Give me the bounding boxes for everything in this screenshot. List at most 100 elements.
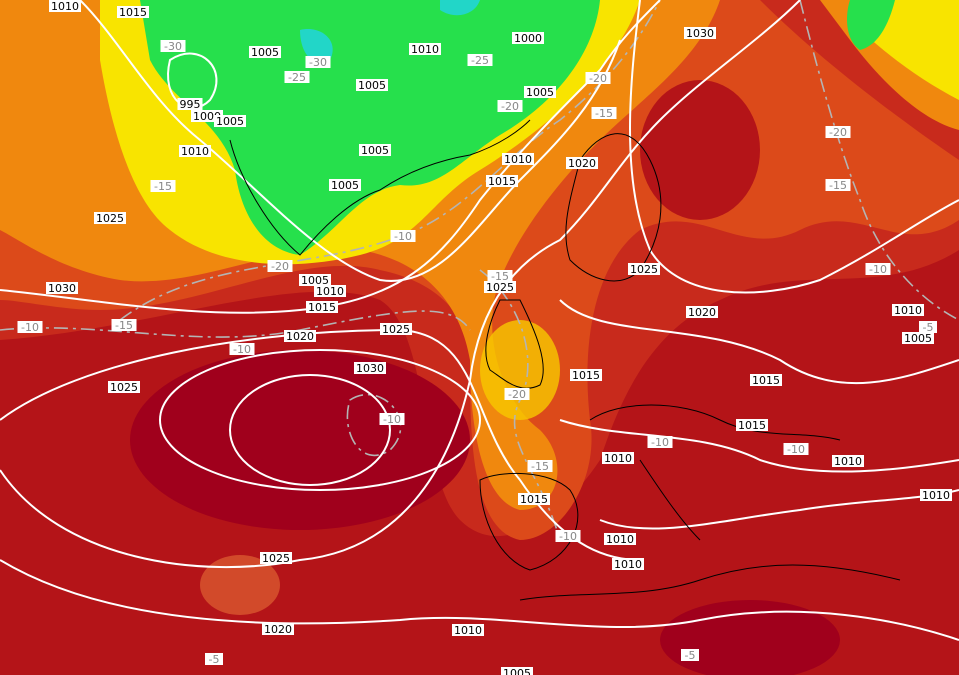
label-box <box>832 455 864 467</box>
pressure-label: 1025 <box>110 381 138 394</box>
pressure-label: 1005 <box>301 274 329 287</box>
label-box <box>512 32 544 44</box>
label-box <box>518 493 550 505</box>
label-box <box>94 212 126 224</box>
pressure-label: 1000 <box>514 32 542 45</box>
label-box <box>892 304 924 316</box>
temperature-label: -5 <box>209 653 220 666</box>
temperature-label: -15 <box>829 179 847 192</box>
label-box <box>502 153 534 165</box>
temperature-label: -10 <box>869 263 887 276</box>
temperature-label: -20 <box>589 72 607 85</box>
pressure-label: 1005 <box>358 79 386 92</box>
pressure-label: 1010 <box>894 304 922 317</box>
label-box <box>527 460 553 472</box>
temperature-label: -20 <box>271 260 289 273</box>
temperature-label: -15 <box>115 319 133 332</box>
label-box <box>555 530 581 542</box>
temperature-label: -5 <box>923 321 934 334</box>
label-box <box>160 40 186 52</box>
label-box <box>354 362 386 374</box>
label-box <box>686 306 718 318</box>
temperature-label: -15 <box>531 460 549 473</box>
label-box <box>284 330 316 342</box>
label-box <box>591 107 617 119</box>
pressure-label: 1010 <box>504 153 532 166</box>
pressure-label: 1015 <box>520 493 548 506</box>
label-box <box>566 157 598 169</box>
pressure-label: 1010 <box>51 0 79 13</box>
label-box <box>262 623 294 635</box>
pressure-label: 1015 <box>572 369 600 382</box>
label-box <box>150 180 176 192</box>
temperature-label: -10 <box>233 343 251 356</box>
pressure-label: 1020 <box>568 157 596 170</box>
pressure-label: 1025 <box>382 323 410 336</box>
pressure-label: 1010 <box>834 455 862 468</box>
label-box <box>117 6 149 18</box>
pressure-label: 1010 <box>316 285 344 298</box>
label-box <box>267 260 293 272</box>
pressure-label: 995 <box>180 98 201 111</box>
label-box <box>329 179 361 191</box>
temperature-label: -15 <box>595 107 613 120</box>
pressure-label: 1010 <box>614 558 642 571</box>
label-box <box>684 27 716 39</box>
pressure-label: 1015 <box>488 175 516 188</box>
pressure-label: 1010 <box>922 489 950 502</box>
pressure-label: 1010 <box>181 145 209 158</box>
pressure-label: 1005 <box>503 667 531 675</box>
temperature-label: -10 <box>651 436 669 449</box>
label-box <box>359 144 391 156</box>
temperature-label: -15 <box>154 180 172 193</box>
label-box <box>647 436 673 448</box>
label-box <box>612 558 644 570</box>
label-box <box>902 332 934 344</box>
pressure-label: 1010 <box>411 43 439 56</box>
label-box <box>249 46 281 58</box>
temperature-label: -10 <box>21 321 39 334</box>
label-box <box>177 98 203 110</box>
pressure-label: 1010 <box>604 452 632 465</box>
label-box <box>783 443 809 455</box>
label-box <box>229 343 255 355</box>
pressure-label: 1015 <box>752 374 780 387</box>
label-box <box>750 374 782 386</box>
temperature-label: -15 <box>491 270 509 283</box>
label-box <box>604 533 636 545</box>
label-box <box>570 369 602 381</box>
label-box <box>380 323 412 335</box>
label-box <box>214 115 246 127</box>
pressure-label: 1020 <box>286 330 314 343</box>
label-box <box>284 71 310 83</box>
label-box <box>524 86 556 98</box>
label-box <box>49 0 81 12</box>
temperature-label: -10 <box>394 230 412 243</box>
pressure-label: 1005 <box>251 46 279 59</box>
label-box <box>379 413 405 425</box>
label-box <box>919 321 937 333</box>
label-box <box>486 175 518 187</box>
pressure-label: 1005 <box>361 144 389 157</box>
pressure-label: 1025 <box>630 263 658 276</box>
coastlines <box>229 119 901 601</box>
label-box <box>467 54 493 66</box>
label-box <box>681 649 699 661</box>
label-box <box>825 179 851 191</box>
label-box <box>452 624 484 636</box>
label-box <box>484 281 516 293</box>
temperature-label: -25 <box>471 54 489 67</box>
label-box <box>409 43 441 55</box>
label-box <box>825 126 851 138</box>
pressure-label: 1010 <box>606 533 634 546</box>
isobars <box>0 0 959 641</box>
label-box <box>17 321 43 333</box>
label-box <box>305 56 331 68</box>
label-box <box>390 230 416 242</box>
pressure-label: 1025 <box>486 281 514 294</box>
temperature-label: -5 <box>685 649 696 662</box>
temperature-label: -25 <box>288 71 306 84</box>
label-box <box>736 419 768 431</box>
